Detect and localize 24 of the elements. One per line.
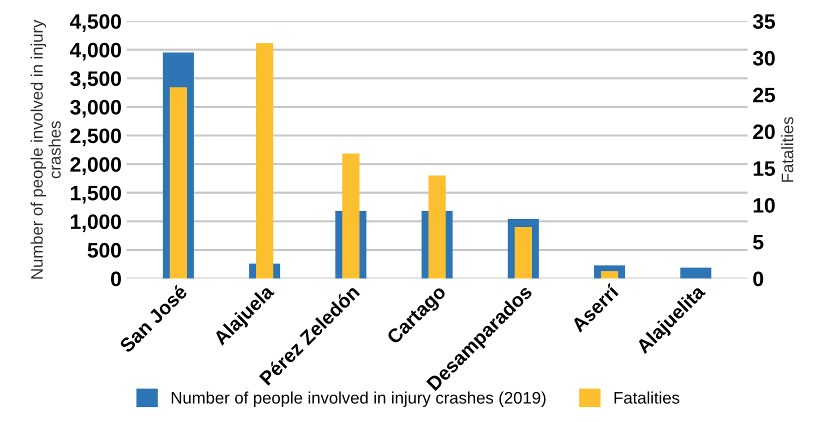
y-tick-label: 3,500: [70, 71, 121, 90]
bar: [680, 268, 712, 279]
y-tick-label: 1,000: [70, 214, 121, 232]
y2-tick-label: 15: [754, 161, 776, 176]
y-axis-title: Number of people involved in injury crashes: [30, 20, 61, 279]
y2-axis-title: Fatalities: [781, 117, 794, 182]
y-tick-label: 0: [111, 272, 121, 286]
y-tick-label: 1,500: [70, 186, 121, 204]
y-tick-label: 4,500: [70, 14, 121, 32]
y2-tick-label: 35: [752, 14, 776, 29]
legend-label: Fatalities: [614, 391, 680, 404]
y2-tick-label: 5: [753, 234, 764, 250]
y2-tick-label: 20: [753, 124, 775, 140]
bar: [600, 271, 618, 279]
y-tick-label: 2,500: [70, 128, 121, 146]
y-tick-label: 4,000: [70, 42, 121, 60]
y2-tick-label: 30: [752, 50, 775, 66]
y-tick-label: 2,000: [70, 157, 121, 175]
y2-tick-label: 10: [754, 198, 775, 213]
y2-tick-label: 0: [753, 272, 764, 286]
y2-tick-label: 25: [753, 88, 776, 102]
y-tick-label: 500: [88, 242, 121, 258]
y-tick-label: 3,000: [70, 100, 121, 118]
legend-label: Number of people involved in injury crashes (2019): [172, 391, 546, 407]
